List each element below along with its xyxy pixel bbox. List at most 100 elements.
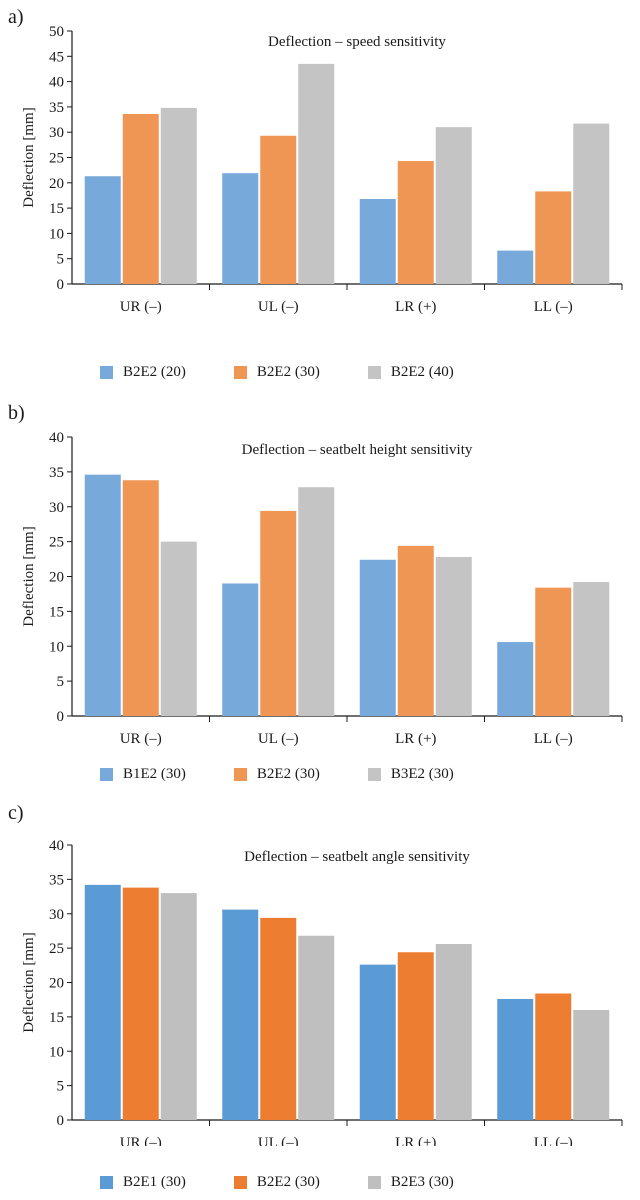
bar <box>497 999 534 1120</box>
x-tick-label: UR (–) <box>120 299 162 315</box>
legend-swatch <box>100 768 113 781</box>
bar <box>573 1010 610 1120</box>
panel-label: c) <box>8 802 24 824</box>
legend: B2E2 (20) B2E2 (30) B2E2 (40) <box>100 364 454 381</box>
legend-item: B2E2 (30) <box>233 364 320 381</box>
bar <box>435 944 472 1120</box>
x-tick-label: LR (+) <box>395 731 436 746</box>
bar <box>359 198 396 284</box>
legend-item: B2E2 (20) <box>100 364 186 381</box>
bar <box>222 583 259 716</box>
y-axis-label: Deflection [mm] <box>21 932 37 1032</box>
bar-chart-height: Deflection – seatbelt height sensitivity… <box>21 430 623 746</box>
y-tick-label: 20 <box>49 976 64 992</box>
legend-item: B2E1 (30) <box>100 1174 186 1191</box>
y-tick-label: 5 <box>57 1079 65 1095</box>
y-tick-label: 25 <box>49 535 64 551</box>
legend-label: B1E2 (30) <box>123 766 186 782</box>
legend-swatch <box>367 366 381 379</box>
y-tick-label: 10 <box>49 226 64 242</box>
legend-item: B2E3 (30) <box>367 1174 454 1191</box>
y-axis-label: Deflection [mm] <box>21 107 37 207</box>
legend-swatch <box>100 1176 113 1189</box>
bar <box>435 127 472 284</box>
y-tick-label: 20 <box>49 176 64 192</box>
legend-label: B2E3 (30) <box>390 1174 454 1190</box>
bar-chart-speed: Deflection – speed sensitivity Deflection… <box>21 24 623 315</box>
bar <box>260 135 297 284</box>
bar <box>84 884 121 1120</box>
legend-label: B2E1 (30) <box>123 1174 186 1190</box>
x-tick-label: LR (+) <box>395 1135 436 1146</box>
legend-item: B2E2 (30) <box>233 1174 320 1191</box>
legend-label: B2E2 (40) <box>390 364 454 380</box>
legend: B2E1 (30) B2E2 (30) B2E3 (30) <box>100 1174 454 1191</box>
legend-swatch <box>233 1176 247 1189</box>
y-tick-label: 35 <box>49 465 64 481</box>
y-tick-label: 15 <box>49 201 64 217</box>
x-tick-label: UL (–) <box>258 1135 299 1146</box>
y-tick-label: 20 <box>49 570 64 586</box>
bar <box>359 559 396 716</box>
bar <box>298 935 335 1120</box>
legend-label: B2E2 (20) <box>123 364 186 380</box>
y-tick-label: 5 <box>57 252 65 268</box>
y-tick-label: 35 <box>49 872 64 888</box>
x-tick-label: LL (–) <box>534 731 573 746</box>
panel-label: a) <box>8 6 24 28</box>
bar <box>298 63 335 284</box>
y-tick-label: 30 <box>49 500 64 516</box>
x-tick-label: UR (–) <box>120 731 162 746</box>
legend-item: B2E2 (40) <box>367 364 454 381</box>
y-tick-label: 40 <box>49 430 64 446</box>
y-tick-label: 40 <box>49 838 64 854</box>
y-tick-label: 30 <box>49 907 64 923</box>
bar <box>397 952 434 1120</box>
y-axis-label: Deflection [mm] <box>21 526 37 626</box>
chart-panel-speed: a) Deflection – speed sensitivity Deflect… <box>0 0 640 396</box>
bar <box>84 176 121 284</box>
bar <box>160 107 197 284</box>
legend-label: B3E2 (30) <box>390 766 454 782</box>
bar <box>497 250 534 284</box>
chart-title: Deflection – seatbelt angle sensitivity <box>244 849 470 865</box>
y-tick-label: 10 <box>49 1044 64 1060</box>
bar <box>84 474 121 716</box>
legend-label: B2E2 (30) <box>256 364 320 380</box>
legend-swatch <box>233 768 247 781</box>
bar <box>535 587 572 716</box>
x-tick-label: LL (–) <box>534 1135 573 1146</box>
y-tick-label: 35 <box>49 100 64 116</box>
y-tick-label: 15 <box>49 604 64 620</box>
chart-panel-height: b) Deflection – seatbelt height sensitiv… <box>0 396 640 796</box>
chart-title: Deflection – seatbelt height sensitivity <box>242 442 473 458</box>
bar <box>497 642 534 716</box>
bar <box>260 917 297 1120</box>
y-tick-label: 0 <box>57 709 65 725</box>
bar <box>222 173 259 284</box>
y-tick-label: 5 <box>57 674 65 690</box>
bar-chart-angle: Deflection – seatbelt angle sensitivity D… <box>21 838 623 1146</box>
legend-swatch <box>233 366 247 379</box>
x-tick-label: UR (–) <box>120 1135 162 1146</box>
y-tick-label: 40 <box>49 75 64 91</box>
legend-swatch <box>100 366 113 379</box>
x-tick-label: UL (–) <box>258 731 299 746</box>
x-tick-label: LR (+) <box>395 299 436 315</box>
legend-item: B1E2 (30) <box>100 766 186 783</box>
bar <box>222 909 259 1120</box>
bar <box>122 113 159 284</box>
x-tick-label: UL (–) <box>258 299 299 315</box>
y-tick-label: 10 <box>49 639 64 655</box>
bar <box>535 191 572 284</box>
y-tick-label: 25 <box>49 941 64 957</box>
chart-title: Deflection – speed sensitivity <box>268 34 446 50</box>
bar <box>122 887 159 1120</box>
bar <box>573 123 610 285</box>
y-tick-label: 15 <box>49 1010 64 1026</box>
y-tick-label: 0 <box>57 1113 65 1129</box>
bar <box>573 582 610 716</box>
y-tick-label: 45 <box>49 49 64 65</box>
legend-item: B2E2 (30) <box>233 766 320 783</box>
bar <box>260 510 297 716</box>
